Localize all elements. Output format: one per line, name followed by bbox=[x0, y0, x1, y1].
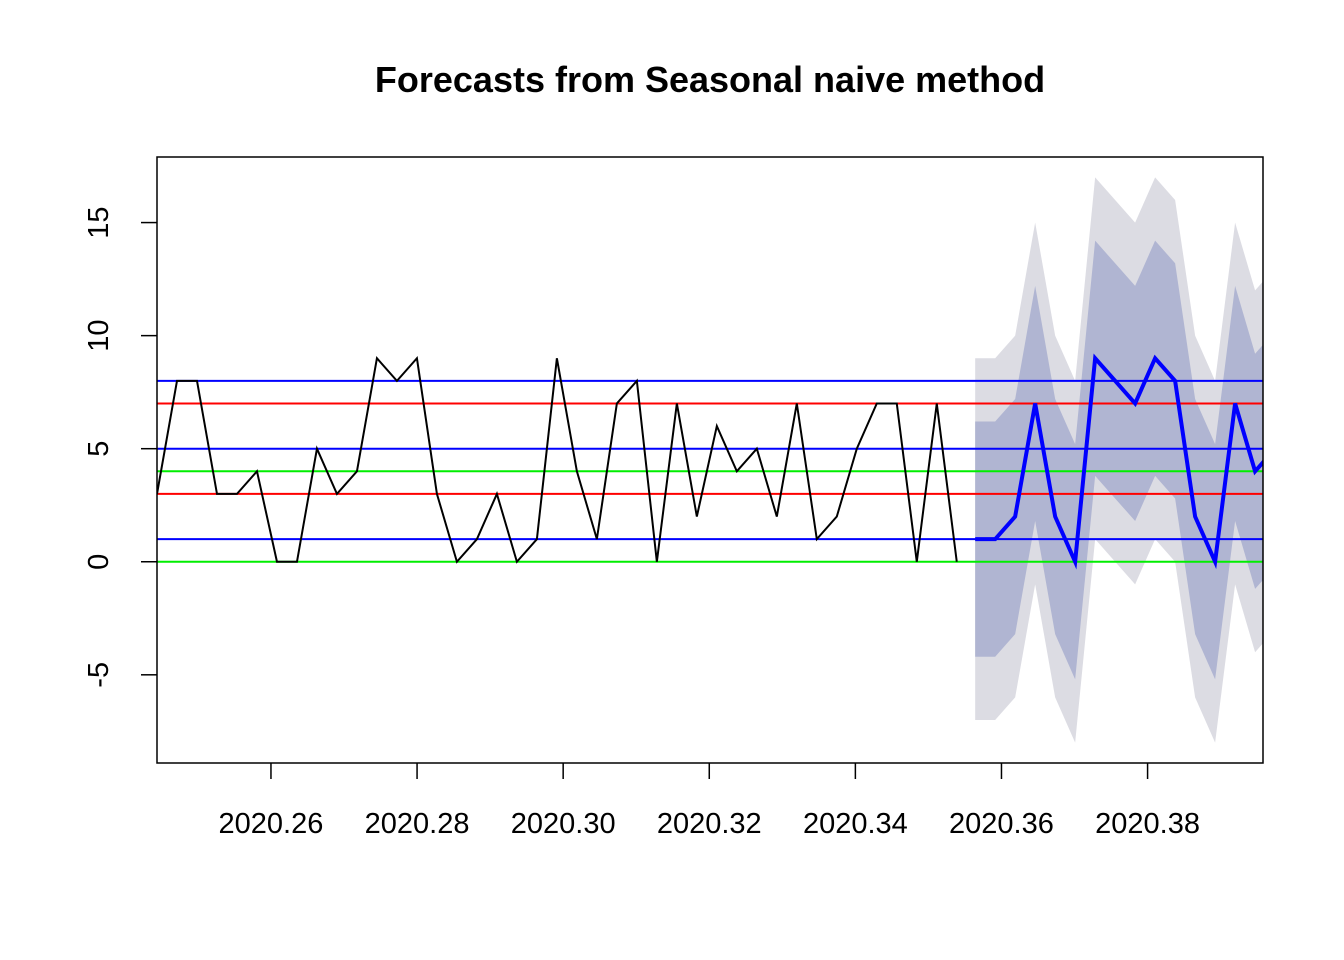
x-tick-label: 2020.36 bbox=[949, 808, 1054, 840]
y-tick-label: 15 bbox=[83, 206, 115, 238]
series-lines bbox=[157, 353, 1263, 570]
y-tick-label: -5 bbox=[83, 662, 115, 688]
y-axis: -5 0 5 10 15 bbox=[83, 206, 157, 688]
x-tick-label: 2020.34 bbox=[803, 808, 908, 840]
x-tick-label: 2020.38 bbox=[1095, 808, 1200, 840]
x-tick-label: 2020.28 bbox=[365, 808, 470, 840]
x-tick-label: 2020.26 bbox=[219, 808, 324, 840]
forecast-line bbox=[975, 353, 1263, 570]
x-axis: 2020.26 2020.28 2020.30 2020.32 2020.34 2020.… bbox=[219, 763, 1200, 840]
x-tick-label: 2020.32 bbox=[657, 808, 762, 840]
prediction-intervals bbox=[975, 177, 1263, 743]
y-tick-label: 10 bbox=[83, 320, 115, 352]
y-tick-label: 5 bbox=[83, 441, 115, 457]
chart-title: Forecasts from Seasonal naive method bbox=[375, 59, 1045, 100]
y-tick-label: 0 bbox=[83, 554, 115, 570]
x-tick-label: 2020.30 bbox=[511, 808, 616, 840]
observed-line bbox=[157, 355, 958, 564]
band-80 bbox=[975, 240, 1263, 680]
